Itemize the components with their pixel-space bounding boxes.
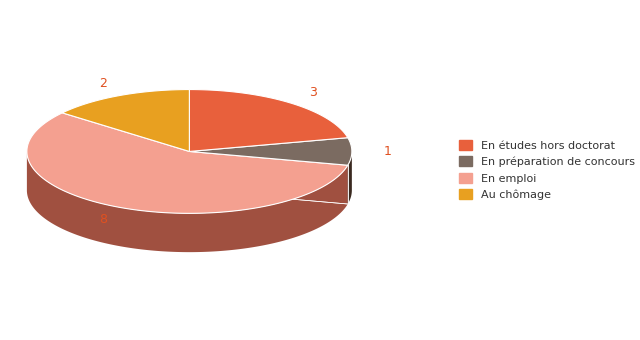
- Legend: En études hors doctorat, En préparation de concours, En emploi, Au chômage: En études hors doctorat, En préparation …: [454, 136, 639, 204]
- Polygon shape: [189, 138, 352, 165]
- Text: 2: 2: [99, 77, 108, 90]
- Text: 3: 3: [309, 86, 317, 99]
- Text: 1: 1: [383, 145, 392, 158]
- Polygon shape: [348, 152, 352, 204]
- Polygon shape: [189, 89, 348, 151]
- Polygon shape: [62, 89, 189, 151]
- Polygon shape: [27, 152, 348, 252]
- Polygon shape: [27, 113, 348, 214]
- Text: 8: 8: [99, 213, 108, 226]
